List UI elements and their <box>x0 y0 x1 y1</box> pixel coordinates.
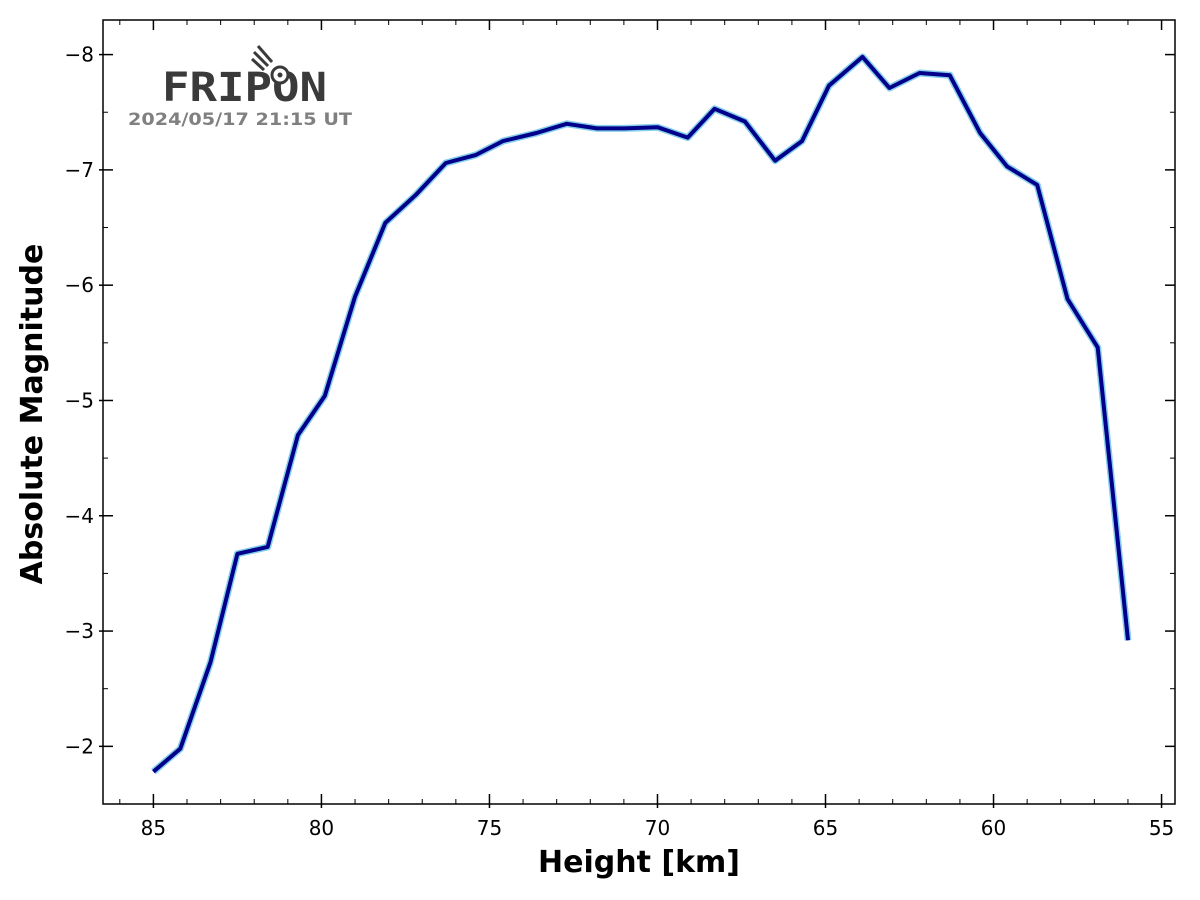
x-tick-label: 70 <box>645 816 670 840</box>
y-tick-label: −8 <box>65 43 94 67</box>
x-tick-label: 75 <box>477 816 502 840</box>
y-tick-label: −4 <box>65 504 94 528</box>
tick-labels-group: 85 80 75 70 65 60 55 −2 −3 −4 −5 −6 −7 −8 <box>65 43 1175 840</box>
plot-area <box>103 20 1175 804</box>
x-tick-label: 65 <box>813 816 838 840</box>
y-tick-label: −7 <box>65 158 94 182</box>
timestamp-label: 2024/05/17 21:15 UT <box>128 110 352 130</box>
y-axis-label: Absolute Magnitude <box>15 244 50 585</box>
x-tick-label: 55 <box>1149 816 1174 840</box>
logo-text: FRIPON <box>162 65 327 111</box>
x-axis-label: Height [km] <box>538 845 740 880</box>
plot-frame <box>102 19 1176 805</box>
x-tick-label: 60 <box>981 816 1006 840</box>
logo-dot-icon <box>277 72 283 78</box>
y-tick-label: −5 <box>65 388 94 412</box>
y-tick-label: −6 <box>65 273 94 297</box>
meteor-icon <box>250 45 274 72</box>
series-line <box>152 54 1130 774</box>
x-tick-label: 80 <box>309 816 334 840</box>
series-group <box>151 53 1132 775</box>
y-tick-label: −3 <box>65 619 94 643</box>
fripon-logo: FRIPON <box>162 45 327 111</box>
ticks-group <box>99 20 1175 808</box>
x-tick-label: 85 <box>141 816 166 840</box>
y-tick-label: −2 <box>65 734 94 758</box>
